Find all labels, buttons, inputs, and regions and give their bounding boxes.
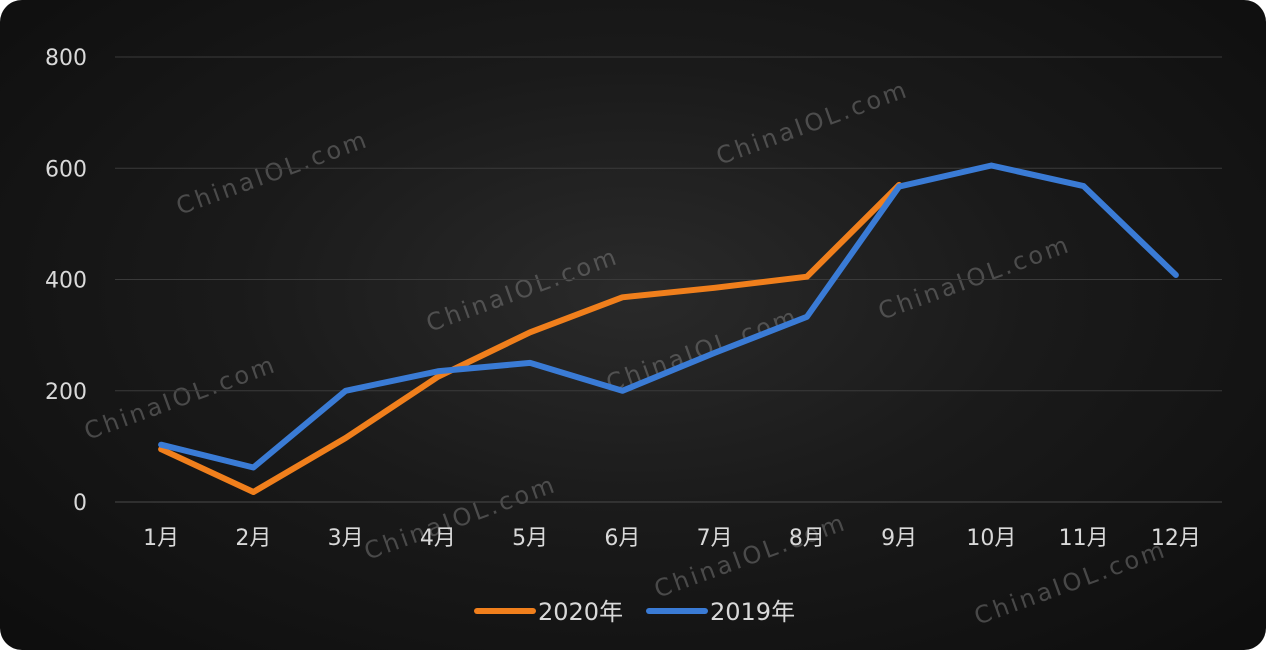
x-tick-label: 5月 (512, 526, 548, 551)
y-tick-label: 600 (45, 157, 87, 182)
x-tick-label: 12月 (1151, 526, 1201, 551)
y-tick-label: 800 (45, 46, 87, 71)
watermark-text: ChinaIOL.com (602, 302, 802, 398)
x-tick-label: 8月 (789, 526, 825, 551)
series-line (158, 162, 1179, 471)
series-lines (158, 162, 1179, 495)
x-tick-label: 1月 (143, 526, 179, 551)
watermark-text: ChinaIOL.com (874, 230, 1074, 326)
legend-label: 2019年 (710, 598, 795, 626)
watermark-text: ChinaIOL.com (360, 470, 560, 566)
watermark-text: ChinaIOL.com (80, 350, 280, 446)
watermark-text: ChinaIOL.com (422, 242, 622, 338)
y-tick-label: 200 (45, 380, 87, 405)
x-tick-label: 9月 (881, 526, 917, 551)
legend-label: 2020年 (538, 598, 623, 626)
x-tick-label: 6月 (604, 526, 640, 551)
series-line (158, 181, 903, 495)
watermark-text: ChinaIOL.com (172, 125, 372, 221)
x-tick-label: 10月 (966, 526, 1016, 551)
x-tick-label: 4月 (420, 526, 456, 551)
x-axis: 1月 2月 3月 4月 5月 6月 7月 8月 9月 10月 11月 12月 (143, 526, 1201, 551)
x-tick-label: 7月 (697, 526, 733, 551)
x-tick-label: 11月 (1059, 526, 1109, 551)
y-tick-label: 400 (45, 269, 87, 294)
legend: 2020年 2019年 (474, 598, 795, 626)
watermark-text: ChinaIOL.com (650, 508, 850, 604)
gridlines (115, 56, 1222, 503)
watermark-text: ChinaIOL.com (712, 75, 912, 171)
x-tick-label: 3月 (328, 526, 364, 551)
y-axis: 0 200 400 600 800 (45, 46, 87, 516)
y-tick-label: 0 (73, 491, 87, 516)
x-tick-label: 2月 (235, 526, 271, 551)
